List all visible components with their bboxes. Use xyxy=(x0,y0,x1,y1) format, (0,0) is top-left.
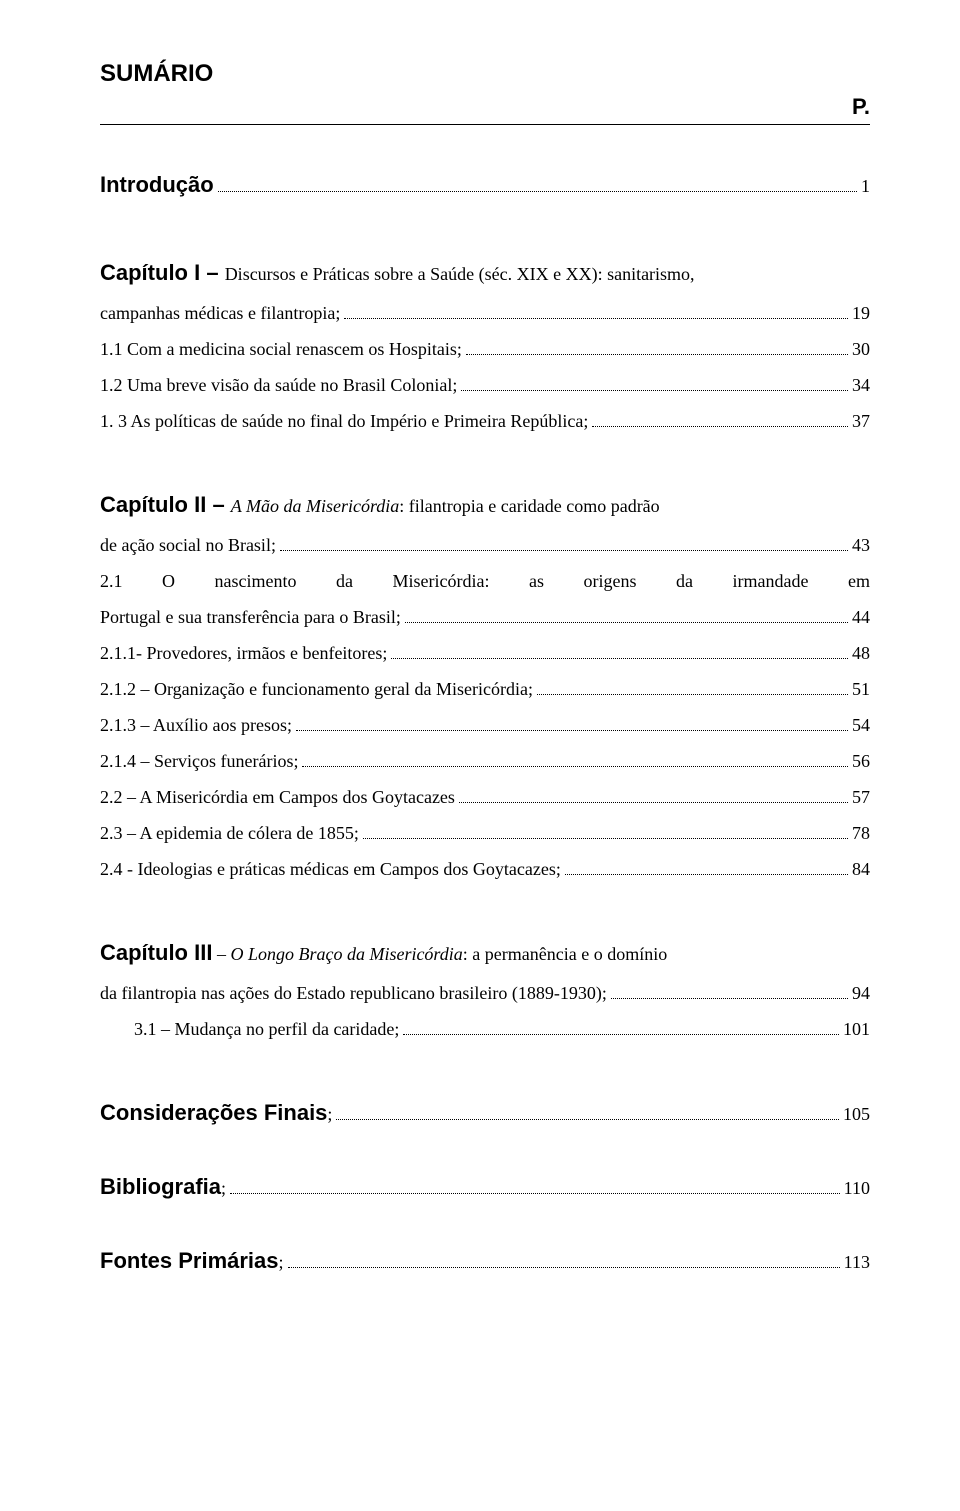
leader-dots xyxy=(218,177,857,192)
heading-sumario: SUMÁRIO xyxy=(100,60,870,88)
horizontal-rule xyxy=(100,124,870,125)
cap1-s2-page: 34 xyxy=(852,367,870,403)
cap1-pre: Discursos e Práticas sobre a Saúde (séc.… xyxy=(225,264,695,284)
cap2-s11-text: 2.1.1- Provedores, irmãos e benfeitores; xyxy=(100,635,387,671)
leader-dots xyxy=(461,376,848,391)
cap2-s11-page: 48 xyxy=(852,635,870,671)
toc-cap2-s2: 2.2 – A Misericórdia em Campos dos Goyta… xyxy=(100,779,870,815)
toc-cap2-s13: 2.1.3 – Auxílio aos presos; 54 xyxy=(100,707,870,743)
toc-cap2-s4: 2.4 - Ideologias e práticas médicas em C… xyxy=(100,851,870,887)
cap3-page: 94 xyxy=(852,975,870,1011)
toc-cap2-s3: 2.3 – A epidemia de cólera de 1855; 78 xyxy=(100,815,870,851)
cap2-s3-text: 2.3 – A epidemia de cólera de 1855; xyxy=(100,815,359,851)
toc-cap1: Capítulo I – Discursos e Práticas sobre … xyxy=(100,251,870,331)
cap3-sep: – xyxy=(212,944,230,964)
cap2-bold: Capítulo II – xyxy=(100,492,231,517)
leader-dots xyxy=(344,304,848,319)
cons-page: 105 xyxy=(843,1096,870,1132)
leader-dots xyxy=(280,536,848,551)
leader-dots xyxy=(230,1179,840,1194)
toc-fontes: Fontes Primárias; 113 xyxy=(100,1239,870,1283)
cap1-s3-text: 1. 3 As políticas de saúde no final do I… xyxy=(100,403,588,439)
cap1-last: campanhas médicas e filantropia; xyxy=(100,295,340,331)
cap2-s14-page: 56 xyxy=(852,743,870,779)
cap2-s4-text: 2.4 - Ideologias e práticas médicas em C… xyxy=(100,851,561,887)
font-semi: ; xyxy=(279,1252,284,1272)
leader-dots xyxy=(565,860,848,875)
toc-cap1-s3: 1. 3 As políticas de saúde no final do I… xyxy=(100,403,870,439)
leader-dots xyxy=(363,824,848,839)
leader-dots xyxy=(592,412,848,427)
toc-cap1-s1: 1.1 Com a medicina social renascem os Ho… xyxy=(100,331,870,367)
leader-dots xyxy=(302,752,848,767)
leader-dots xyxy=(336,1105,839,1120)
cap1-s1-page: 30 xyxy=(852,331,870,367)
toc-intro: Introdução 1 xyxy=(100,163,870,207)
leader-dots xyxy=(405,608,848,623)
leader-dots xyxy=(403,1020,839,1035)
cap2-s4-page: 84 xyxy=(852,851,870,887)
leader-dots xyxy=(296,716,848,731)
cap3-pre: : a permanência e o domínio xyxy=(463,944,667,964)
leader-dots xyxy=(466,340,848,355)
cap3-bold: Capítulo III xyxy=(100,940,212,965)
cons-bold: Considerações Finais xyxy=(100,1100,327,1125)
cap3-s1-page: 101 xyxy=(843,1011,870,1047)
cap2-s1-last: Portugal e sua transferência para o Bras… xyxy=(100,599,401,635)
cap2-s2-text: 2.2 – A Misericórdia em Campos dos Goyta… xyxy=(100,779,455,815)
leader-dots xyxy=(537,680,848,695)
leader-dots xyxy=(391,644,848,659)
leader-dots xyxy=(288,1253,840,1268)
cap3-italic: O Longo Braço da Misericórdia xyxy=(230,944,462,964)
cap1-s1-text: 1.1 Com a medicina social renascem os Ho… xyxy=(100,331,462,367)
toc-cap2-s14: 2.1.4 – Serviços funerários; 56 xyxy=(100,743,870,779)
cap2-s14-text: 2.1.4 – Serviços funerários; xyxy=(100,743,298,779)
cap3-s1-text: 3.1 – Mudança no perfil da caridade; xyxy=(134,1011,399,1047)
toc-consideracoes: Considerações Finais; 105 xyxy=(100,1091,870,1135)
cap2-s3-page: 78 xyxy=(852,815,870,851)
cap2-page: 43 xyxy=(852,527,870,563)
toc-cap2-s12: 2.1.2 – Organização e funcionamento gera… xyxy=(100,671,870,707)
toc-bibliografia: Bibliografia; 110 xyxy=(100,1165,870,1209)
cap2-s13-text: 2.1.3 – Auxílio aos presos; xyxy=(100,707,292,743)
font-page: 113 xyxy=(844,1244,870,1280)
leader-dots xyxy=(459,788,848,803)
bib-page: 110 xyxy=(844,1170,870,1206)
cap2-s13-page: 54 xyxy=(852,707,870,743)
cap1-page: 19 xyxy=(852,295,870,331)
cap2-s12-text: 2.1.2 – Organização e funcionamento gera… xyxy=(100,671,533,707)
toc-cap3: Capítulo III – O Longo Braço da Misericó… xyxy=(100,931,870,1011)
toc-cap2-s11: 2.1.1- Provedores, irmãos e benfeitores;… xyxy=(100,635,870,671)
bib-semi: ; xyxy=(221,1178,226,1198)
toc-cap2-s1: 2.1 O nascimento da Misericórdia: as ori… xyxy=(100,563,870,635)
cap2-last: de ação social no Brasil; xyxy=(100,527,276,563)
toc-cap3-s1: 3.1 – Mudança no perfil da caridade; 101 xyxy=(100,1011,870,1047)
cap2-s1-page: 44 xyxy=(852,599,870,635)
cap1-s3-page: 37 xyxy=(852,403,870,439)
intro-label: Introdução xyxy=(100,172,214,197)
intro-page: 1 xyxy=(861,168,870,204)
cap2-s1-pre: 2.1 O nascimento da Misericórdia: as ori… xyxy=(100,563,870,599)
leader-dots xyxy=(611,984,848,999)
cap3-last: da filantropia nas ações do Estado repub… xyxy=(100,975,607,1011)
page: SUMÁRIO P. Introdução 1 Capítulo I – Dis… xyxy=(0,0,960,1511)
toc-cap1-s2: 1.2 Uma breve visão da saúde no Brasil C… xyxy=(100,367,870,403)
cap1-s2-text: 1.2 Uma breve visão da saúde no Brasil C… xyxy=(100,367,457,403)
cons-semi: ; xyxy=(327,1104,332,1124)
cap2-italic: A Mão da Misericórdia xyxy=(231,496,400,516)
cap1-bold: Capítulo I – xyxy=(100,260,225,285)
heading-p: P. xyxy=(100,94,870,120)
cap2-s12-page: 51 xyxy=(852,671,870,707)
cap2-s2-page: 57 xyxy=(852,779,870,815)
font-bold: Fontes Primárias xyxy=(100,1248,279,1273)
bib-bold: Bibliografia xyxy=(100,1174,221,1199)
cap2-pre: : filantropia e caridade como padrão xyxy=(399,496,659,516)
toc-cap2: Capítulo II – A Mão da Misericórdia: fil… xyxy=(100,483,870,563)
